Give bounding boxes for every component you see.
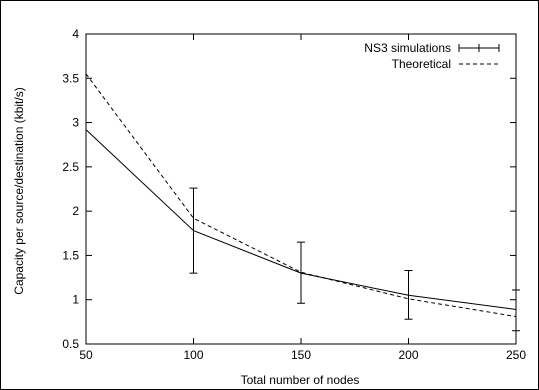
x-tick-label: 250 [506, 348, 526, 362]
x-tick-label: 100 [183, 348, 203, 362]
y-tick-label: 2.5 [62, 160, 79, 174]
series-line-theoretical [85, 73, 517, 318]
y-tick-label: 0.5 [62, 337, 79, 351]
y-tick-label: 2 [72, 204, 79, 218]
y-tick-label: 3.5 [62, 71, 79, 85]
y-tick-label: 4 [72, 27, 79, 41]
y-tick-label: 1 [72, 293, 79, 307]
legend-label-theoretical: Theoretical [392, 57, 451, 71]
tick-marks: 50 100 150 200 250 0.5 1 1.5 2 2.5 3 3.5 4 [62, 27, 526, 362]
legend: NS3 simulations Theoretical [364, 41, 500, 71]
series-lines [85, 73, 520, 332]
y-tick-label: 1.5 [62, 248, 79, 262]
y-tick-label: 3 [72, 116, 79, 130]
x-tick-label: 50 [79, 348, 93, 362]
x-tick-label: 150 [291, 348, 311, 362]
y-axis-title: Capacity per source/destination (kbit/s) [12, 87, 26, 294]
legend-label-ns3: NS3 simulations [364, 41, 451, 55]
x-axis-title: Total number of nodes [241, 373, 360, 387]
x-tick-label: 200 [398, 348, 418, 362]
